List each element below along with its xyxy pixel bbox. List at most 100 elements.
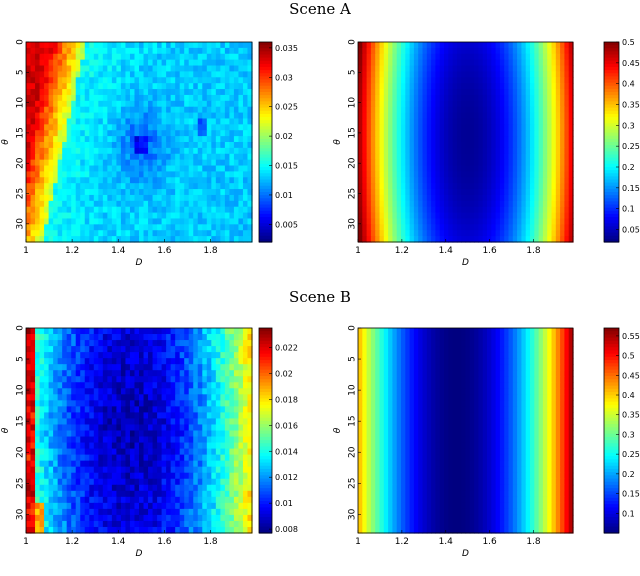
heatmap-cell (466, 136, 471, 142)
heatmap-cell (440, 189, 445, 195)
heatmap-cell (121, 418, 126, 425)
heatmap-cell (466, 124, 471, 130)
heatmap-cell (180, 479, 185, 486)
heatmap-cell (107, 437, 112, 444)
heatmap-cell (423, 54, 428, 60)
heatmap-cell (157, 352, 162, 359)
heatmap-cell (148, 101, 153, 107)
heatmap-cell (229, 334, 234, 341)
heatmap-cell (94, 130, 99, 136)
heatmap-cell (62, 479, 67, 486)
heatmap-cell (229, 48, 234, 54)
heatmap-cell (358, 171, 363, 177)
heatmap-cell (125, 485, 130, 492)
heatmap-cell (71, 485, 76, 492)
heatmap-cell (530, 224, 535, 230)
heatmap-cell (362, 160, 367, 166)
heatmap-cell (509, 60, 514, 66)
heatmap-cell (509, 124, 514, 130)
heatmap-cell (440, 154, 445, 160)
heatmap-cell (380, 124, 385, 130)
heatmap-cell (80, 207, 85, 213)
heatmap-cell (243, 412, 248, 419)
heatmap-cell (180, 388, 185, 395)
heatmap-cell (130, 382, 135, 389)
heatmap-cell (234, 412, 239, 419)
heatmap-cell (89, 479, 94, 486)
heatmap-cell (474, 42, 479, 48)
heatmap-cell (89, 189, 94, 195)
heatmap-cell (144, 449, 149, 456)
heatmap-cell (166, 431, 171, 438)
heatmap-cell (202, 437, 207, 444)
heatmap-cell (116, 48, 121, 54)
heatmap-cell (556, 118, 561, 124)
heatmap-cell (560, 171, 565, 177)
heatmap-cell (229, 136, 234, 142)
colorbar-tick-label: 0.01 (275, 191, 293, 200)
heatmap-cell (98, 201, 103, 207)
heatmap-cell (98, 166, 103, 172)
heatmap-cell (384, 160, 389, 166)
heatmap-cell (49, 107, 54, 113)
heatmap-cell (31, 142, 36, 148)
heatmap-cell (496, 54, 501, 60)
heatmap-cell (202, 346, 207, 353)
heatmap-cell (243, 183, 248, 189)
heatmap-cell (112, 89, 117, 95)
heatmap-cell (207, 473, 212, 480)
heatmap-cell (139, 42, 144, 48)
heatmap-cell (121, 364, 126, 371)
heatmap-cell (405, 154, 410, 160)
heatmap-cell (116, 189, 121, 195)
heatmap-cell (466, 230, 471, 236)
heatmap-cell (564, 113, 569, 119)
heatmap-cell (62, 358, 67, 365)
heatmap-cell (500, 136, 505, 142)
heatmap-cell (35, 473, 40, 480)
heatmap-cell (225, 77, 230, 83)
heatmap-cell (461, 201, 466, 207)
heatmap-cell (89, 406, 94, 413)
heatmap-cell (139, 166, 144, 172)
heatmap-cell (31, 171, 36, 177)
heatmap-cell (175, 107, 180, 113)
heatmap-cell (35, 60, 40, 66)
heatmap-cell (547, 77, 552, 83)
heatmap-cell (116, 107, 121, 113)
heatmap-cell (103, 207, 108, 213)
heatmap-cell (556, 224, 561, 230)
heatmap-cell (116, 418, 121, 425)
heatmap-cell (487, 171, 492, 177)
heatmap-cell (44, 136, 49, 142)
heatmap-cell (184, 449, 189, 456)
heatmap-cell (31, 400, 36, 407)
heatmap-cell (85, 406, 90, 413)
heatmap-cell (474, 230, 479, 236)
heatmap-cell (166, 418, 171, 425)
heatmap-cell (62, 130, 67, 136)
heatmap-cell (85, 107, 90, 113)
heatmap-cell (552, 95, 557, 101)
heatmap-cell (153, 124, 158, 130)
heatmap-cell (539, 130, 544, 136)
heatmap-cell (427, 101, 432, 107)
heatmap-cell (483, 42, 488, 48)
heatmap-cell (401, 183, 406, 189)
heatmap-cell (202, 388, 207, 395)
heatmap-cell (62, 370, 67, 377)
heatmap-cell (175, 148, 180, 154)
heatmap-cell (491, 66, 496, 72)
heatmap-cell (49, 388, 54, 395)
heatmap-cell (121, 89, 126, 95)
heatmap-cell (216, 95, 221, 101)
heatmap-cell (148, 394, 153, 401)
heatmap-cell (513, 195, 518, 201)
heatmap-cell (418, 230, 423, 236)
heatmap-cell (448, 166, 453, 172)
heatmap-cell (453, 89, 458, 95)
heatmap-cell (517, 177, 522, 183)
heatmap-cell (526, 95, 531, 101)
heatmap-cell (470, 77, 475, 83)
heatmap-cell (487, 118, 492, 124)
